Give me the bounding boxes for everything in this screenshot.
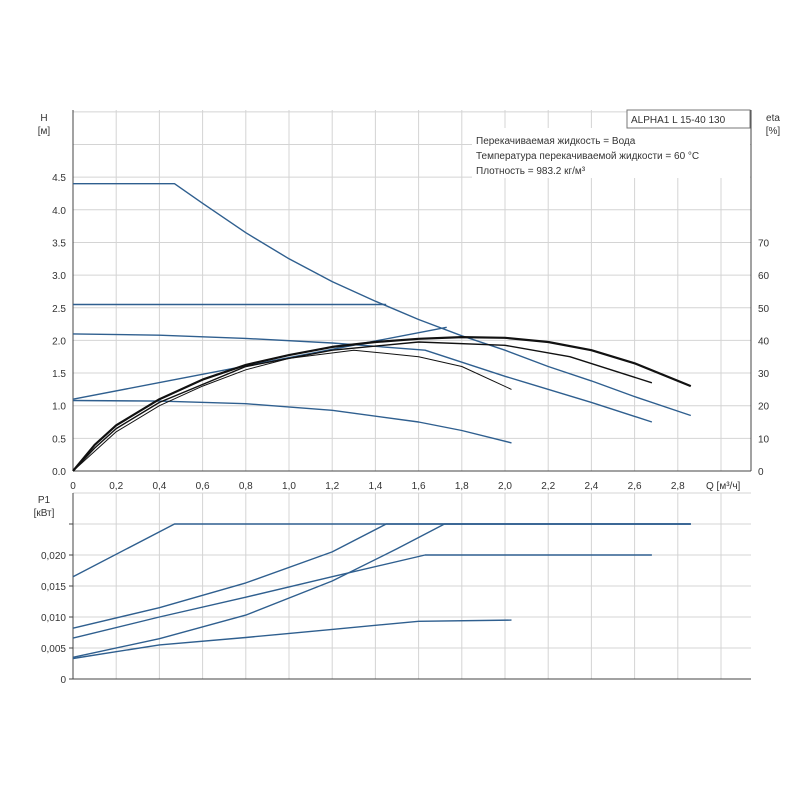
head-curve	[72, 399, 512, 444]
model-box	[626, 109, 751, 129]
p1-y-tick-label: 0,005	[41, 644, 66, 655]
x-tick-label: 2,0	[498, 481, 512, 492]
y2-tick-label: 20	[758, 402, 770, 413]
x-tick-label: 2,2	[541, 481, 555, 492]
y2-axis-label: eta	[766, 113, 780, 124]
y-tick-label: 0.5	[52, 434, 66, 445]
model-label: ALPHA1 L 15-40 130	[631, 115, 726, 126]
x-tick-label: 0	[70, 481, 76, 492]
info-background	[472, 128, 750, 178]
info-line: Перекачиваемая жидкость = Вода	[476, 136, 636, 147]
y2-tick-label: 40	[758, 336, 770, 347]
y2-tick-label: 70	[758, 238, 770, 249]
x-axis-label: Q [м³/ч]	[706, 481, 741, 492]
x-tick-label: 0,2	[109, 481, 123, 492]
y-tick-label: 0.0	[52, 467, 66, 478]
x-tick-label: 1,0	[282, 481, 296, 492]
x-tick-label: 0,6	[196, 481, 210, 492]
eta-curve	[72, 336, 692, 472]
info-line: Температура перекачиваемой жидкости = 60…	[476, 151, 699, 162]
head-curve	[73, 183, 692, 417]
y-tick-label: 1.0	[52, 402, 66, 413]
p1-y-tick-label: 0,015	[41, 582, 66, 593]
y2-tick-label: 50	[758, 304, 770, 315]
p1-y-tick-label: 0	[60, 675, 66, 686]
y2-tick-label: 60	[758, 271, 770, 282]
x-tick-label: 1,2	[325, 481, 339, 492]
y-tick-label: 2.5	[52, 304, 66, 315]
y-tick-label: 4.0	[52, 206, 66, 217]
p1-y-tick-label: 0,020	[41, 551, 66, 562]
y2-axis-unit: [%]	[766, 126, 781, 137]
y-tick-label: 3.0	[52, 271, 66, 282]
p1-y-tick-label: 0,010	[41, 613, 66, 624]
power-curve	[72, 523, 691, 658]
y2-tick-label: 0	[758, 467, 764, 478]
power-curve	[72, 554, 652, 639]
y2-tick-label: 10	[758, 434, 770, 445]
x-tick-label: 1,4	[368, 481, 382, 492]
x-tick-label: 2,6	[628, 481, 642, 492]
x-tick-label: 2,4	[584, 481, 598, 492]
info-line: Плотность = 983.2 кг/м³	[476, 166, 586, 177]
x-tick-label: 0,8	[239, 481, 253, 492]
y-axis-label: H	[40, 113, 47, 124]
p1-axis-label: P1	[38, 495, 51, 506]
y-tick-label: 4.5	[52, 173, 66, 184]
y-tick-label: 1.5	[52, 369, 66, 380]
head-curve	[72, 333, 653, 423]
y-tick-label: 2.0	[52, 336, 66, 347]
x-tick-label: 1,8	[455, 481, 469, 492]
p1-axis-unit: [кВт]	[34, 508, 55, 519]
x-tick-label: 2,8	[671, 481, 685, 492]
y-axis-unit: [м]	[38, 126, 51, 137]
x-tick-label: 0,4	[152, 481, 166, 492]
eta-curve	[72, 349, 512, 472]
y-tick-label: 3.5	[52, 238, 66, 249]
x-tick-label: 1,6	[412, 481, 426, 492]
power-curve	[72, 619, 512, 660]
power-curve	[72, 523, 691, 629]
power-curve	[72, 523, 691, 578]
y2-tick-label: 30	[758, 369, 770, 380]
